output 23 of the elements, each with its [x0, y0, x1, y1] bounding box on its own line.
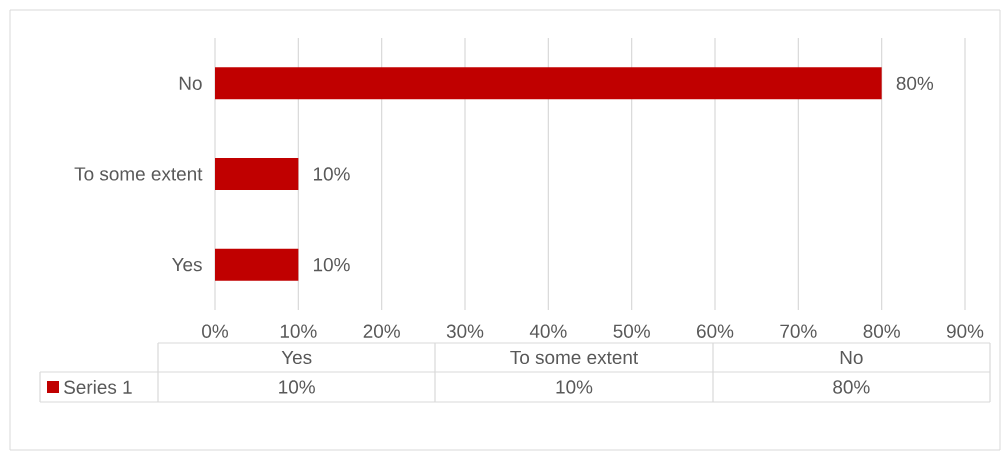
x-tick-label: 30%: [446, 324, 484, 338]
data-label: 10%: [313, 167, 350, 181]
data-label: 10%: [313, 257, 350, 272]
x-tick-label: 90%: [946, 324, 984, 338]
legend-label: Series 1: [64, 380, 132, 394]
text: 10%: [556, 380, 593, 394]
x-tick-label: 40%: [529, 324, 567, 338]
x-tick-label: 60%: [697, 324, 734, 338]
y-tick-label: Yes: [172, 258, 202, 272]
x-tick-label: 10%: [280, 324, 317, 338]
x-tick-label: 80%: [863, 324, 900, 338]
x-tick-label: 50%: [613, 324, 650, 338]
y-tick-label: No: [179, 76, 202, 90]
text: 80%: [833, 380, 870, 394]
y-tick-label: To some extent: [74, 167, 203, 181]
category-label: Yes: [281, 350, 312, 365]
x-tick-label: 70%: [780, 324, 817, 338]
x-tick-label: 20%: [363, 324, 400, 338]
x-tick-label: 0%: [202, 324, 229, 338]
category-label: No: [840, 350, 863, 365]
category-label: To some extent: [510, 350, 639, 365]
data-label: 80%: [896, 76, 934, 91]
text: 10%: [279, 380, 315, 394]
